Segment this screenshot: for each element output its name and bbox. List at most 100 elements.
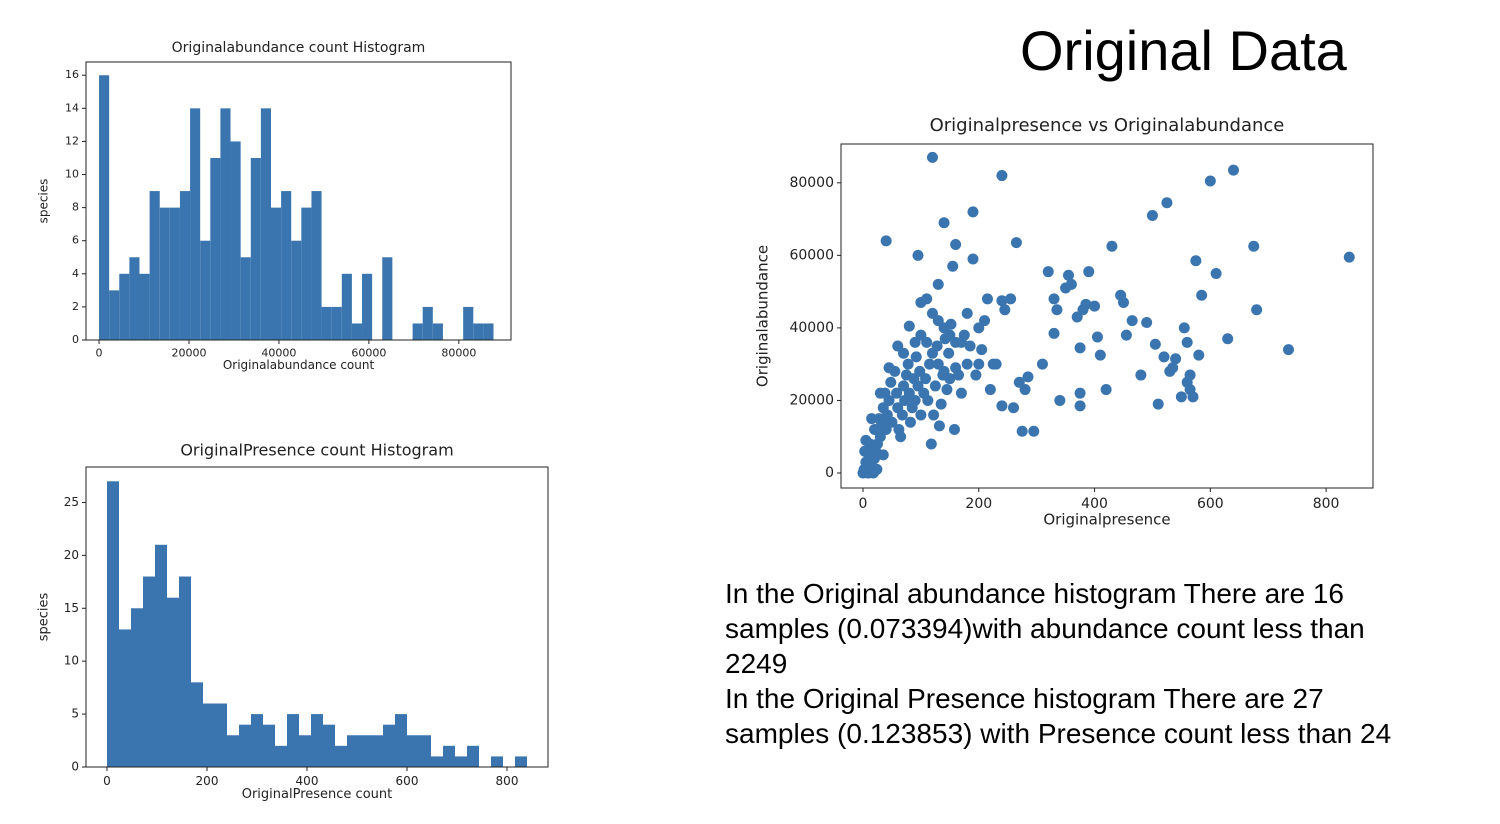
- point: [932, 278, 944, 290]
- bar: [395, 714, 407, 767]
- point: [964, 340, 976, 352]
- point: [1063, 269, 1075, 281]
- point: [1016, 425, 1028, 437]
- x-tick-label: 600: [1197, 496, 1224, 512]
- point: [939, 333, 951, 345]
- chart-title: Originalpresence vs Originalabundance: [930, 115, 1285, 136]
- point: [948, 423, 960, 435]
- bar: [483, 323, 494, 340]
- point: [871, 438, 883, 450]
- point: [877, 449, 889, 461]
- point: [1135, 369, 1147, 381]
- bar: [190, 108, 201, 340]
- point: [933, 420, 945, 432]
- bar: [230, 141, 241, 340]
- bar: [467, 745, 479, 767]
- point: [967, 253, 979, 265]
- point: [1054, 394, 1066, 406]
- bar: [311, 714, 323, 767]
- bar: [149, 191, 160, 340]
- point: [1175, 391, 1187, 403]
- point: [1222, 333, 1234, 345]
- point: [1282, 344, 1294, 356]
- bar: [432, 323, 443, 340]
- point: [1149, 338, 1161, 350]
- point: [898, 347, 910, 359]
- point: [1251, 304, 1263, 316]
- bar: [169, 207, 180, 340]
- point: [929, 380, 941, 392]
- note-line: 2249: [725, 648, 788, 679]
- bar: [382, 257, 393, 340]
- bar: [455, 756, 467, 767]
- point: [1126, 315, 1138, 327]
- point: [976, 344, 988, 356]
- x-axis-label: OriginalPresence count: [242, 787, 393, 802]
- point: [902, 358, 914, 370]
- point: [1028, 425, 1040, 437]
- point: [1051, 304, 1063, 316]
- bar: [431, 756, 443, 767]
- y-axis-label: species: [37, 593, 52, 642]
- point: [903, 320, 915, 332]
- point: [1100, 384, 1112, 396]
- point: [885, 376, 897, 388]
- point: [920, 373, 932, 385]
- point: [1074, 400, 1086, 412]
- bar: [281, 191, 292, 340]
- point: [973, 358, 985, 370]
- x-tick-label: 40000: [261, 347, 296, 360]
- point: [922, 394, 934, 406]
- bar: [335, 745, 347, 767]
- point: [1022, 371, 1034, 383]
- point: [895, 431, 907, 443]
- point: [984, 384, 996, 396]
- bar: [143, 576, 155, 767]
- point: [883, 394, 895, 406]
- point: [1141, 316, 1153, 328]
- point: [909, 394, 921, 406]
- bar: [203, 703, 215, 767]
- point: [1187, 391, 1199, 403]
- bar: [359, 735, 371, 767]
- bar: [321, 306, 332, 340]
- bar: [412, 323, 423, 340]
- note-line: In the Original Presence histogram There…: [725, 683, 1324, 714]
- y-tick-label: 5: [71, 707, 79, 721]
- x-tick-label: 200: [196, 774, 219, 788]
- point: [961, 358, 973, 370]
- x-tick-label: 200: [965, 496, 992, 512]
- bar: [155, 544, 167, 767]
- bar: [250, 157, 261, 340]
- bar: [139, 273, 150, 340]
- bar: [200, 240, 211, 340]
- x-tick-label: 600: [396, 774, 419, 788]
- point: [912, 249, 924, 261]
- y-tick-label: 80000: [789, 175, 834, 191]
- point: [950, 238, 962, 250]
- point: [981, 293, 993, 305]
- bar: [210, 157, 221, 340]
- y-tick-label: 10: [65, 168, 79, 181]
- point: [1248, 240, 1260, 252]
- point: [955, 387, 967, 399]
- point: [996, 170, 1008, 182]
- point: [1048, 293, 1060, 305]
- point: [1019, 384, 1031, 396]
- y-tick-label: 20000: [789, 392, 834, 408]
- bar: [119, 629, 131, 767]
- point: [866, 413, 878, 425]
- bar: [299, 735, 311, 767]
- point: [926, 151, 938, 163]
- bar: [422, 306, 433, 340]
- y-tick-label: 0: [72, 333, 79, 346]
- axes-frame: [85, 466, 549, 768]
- y-tick-label: 0: [71, 760, 79, 774]
- slide-title: Original Data: [1020, 19, 1347, 82]
- point: [1161, 197, 1173, 209]
- bar: [362, 273, 373, 340]
- bar: [220, 108, 231, 340]
- bar: [179, 191, 191, 340]
- bar: [240, 257, 251, 340]
- y-axis-label: Originalabundance: [754, 245, 772, 387]
